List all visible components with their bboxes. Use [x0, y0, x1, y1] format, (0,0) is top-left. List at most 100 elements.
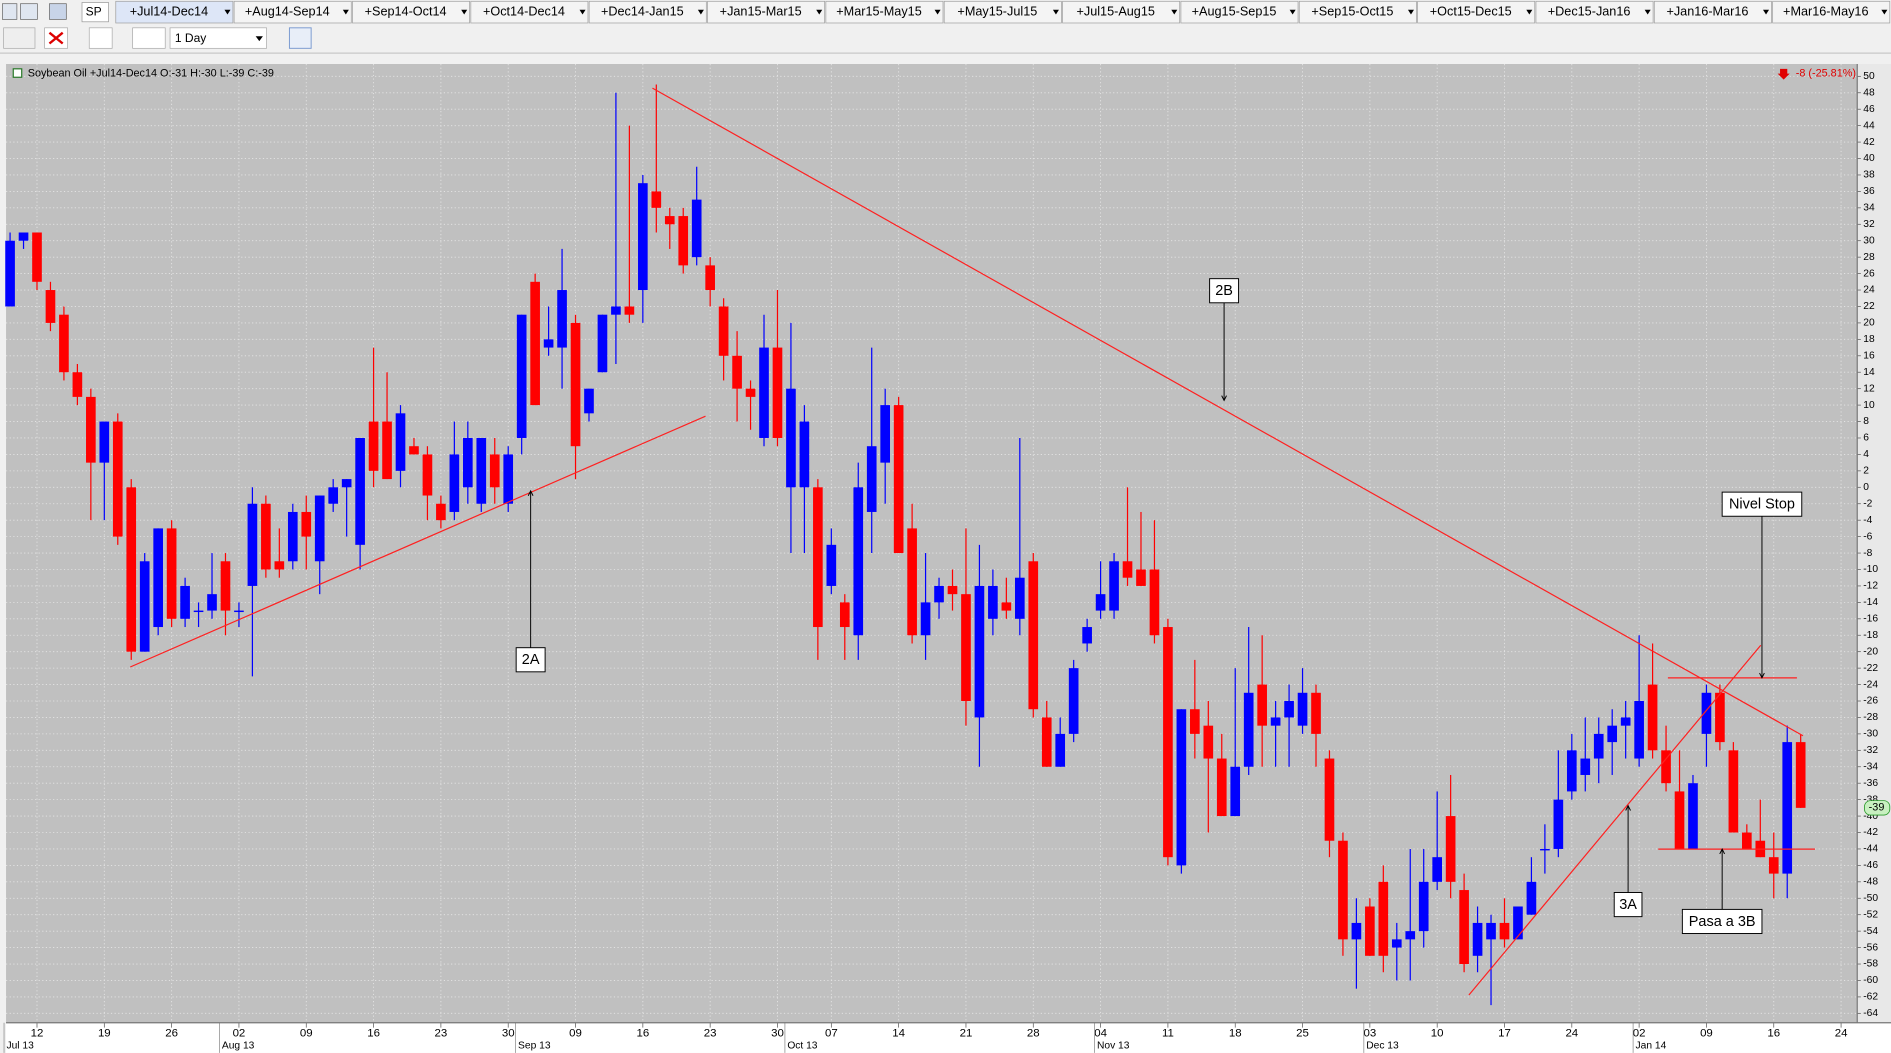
- y-tick-label: 0: [1863, 482, 1869, 493]
- delete-icon: [48, 31, 64, 45]
- contract-tab[interactable]: [1180, 0, 1299, 24]
- tab-dropdown-arrow: [1526, 9, 1533, 15]
- symbol-box[interactable]: [81, 2, 109, 23]
- candle-body: [893, 405, 904, 554]
- copy-button[interactable]: [88, 27, 113, 49]
- contract-tab[interactable]: [1062, 0, 1181, 24]
- y-tick-label: 18: [1863, 334, 1875, 345]
- candle-body: [1365, 906, 1375, 956]
- x-tick-label: 09: [1700, 1028, 1713, 1040]
- contract-tab[interactable]: [943, 0, 1062, 24]
- candle-body: [1405, 931, 1416, 940]
- x-tick-label: 23: [704, 1028, 717, 1040]
- contract-tab[interactable]: [588, 0, 707, 24]
- candle-body: [1230, 766, 1241, 817]
- contract-tab[interactable]: [1298, 0, 1417, 24]
- x-tick-label: 14: [892, 1028, 905, 1040]
- candle-body: [947, 585, 958, 595]
- candle-body: [1513, 906, 1523, 940]
- y-tick-label: 42: [1863, 137, 1875, 148]
- candle-body: [853, 487, 864, 636]
- y-tick-label: 8: [1863, 416, 1869, 427]
- y-tick-label: 2: [1863, 466, 1869, 477]
- candle-body: [1418, 881, 1429, 932]
- contract-tab[interactable]: [233, 0, 352, 24]
- symbol-button[interactable]: [49, 3, 67, 20]
- interval-dropdown[interactable]: [169, 27, 267, 49]
- cursor-button[interactable]: [3, 27, 36, 49]
- change-arrow: [1777, 68, 1790, 80]
- annotation-box: [515, 647, 546, 673]
- arrow-head: [1625, 804, 1631, 811]
- candle-body: [1768, 857, 1779, 874]
- x-tick-label: 07: [825, 1028, 838, 1040]
- last-price-tag: [1864, 800, 1891, 816]
- contract-tab[interactable]: [1772, 0, 1891, 24]
- candle-body: [1647, 684, 1658, 751]
- contract-tabs: +Jul14-Dec14 +Aug14-Sep14 +Sep14-Oct14 +Oct…: [115, 0, 1891, 24]
- candle-body: [961, 594, 971, 702]
- candle-body: [1176, 709, 1187, 866]
- candle-body: [1284, 701, 1294, 718]
- contract-tab[interactable]: [707, 0, 826, 24]
- candle-body: [1661, 750, 1671, 784]
- panel-button[interactable]: [288, 27, 312, 49]
- tab-label: +Jan16-Mar16: [1666, 4, 1748, 18]
- candle-body: [678, 216, 689, 266]
- x-tick-label: 18: [1229, 1028, 1242, 1040]
- tab-dropdown-arrow: [816, 9, 823, 15]
- candle-body: [261, 503, 271, 570]
- y-tick-label: 30: [1863, 235, 1875, 246]
- tab-label: +May15-Jul15: [957, 4, 1037, 18]
- grid: [6, 64, 1858, 1022]
- contract-tab[interactable]: [1535, 0, 1654, 24]
- tab-dropdown-arrow: [461, 9, 468, 15]
- y-tick-label: -48: [1863, 877, 1878, 888]
- contract-tab[interactable]: [1653, 0, 1772, 24]
- x-tick-label: 04: [1094, 1028, 1107, 1040]
- y-tick-label: -40: [1863, 811, 1878, 822]
- candle-body: [988, 585, 998, 619]
- y-tick-label: 38: [1863, 170, 1875, 181]
- contract-tab[interactable]: [352, 0, 470, 24]
- candle-body: [920, 602, 931, 636]
- icon-button[interactable]: [2, 3, 18, 20]
- last-price-label: -39: [1869, 802, 1885, 814]
- candle-body: [139, 561, 150, 652]
- print-button[interactable]: [20, 3, 38, 20]
- chart-type-button[interactable]: [132, 27, 166, 49]
- y-tick-label: -28: [1863, 712, 1878, 723]
- x-tick-label: 02: [1633, 1028, 1646, 1040]
- y-tick-label: 4: [1863, 449, 1869, 460]
- month-label: Jan 14: [1636, 1040, 1667, 1051]
- candle-body: [99, 421, 110, 463]
- y-tick-label: 20: [1863, 318, 1875, 329]
- tab-dropdown-arrow: [1171, 9, 1178, 15]
- candle-body: [1782, 742, 1793, 874]
- y-tick-label: -22: [1863, 663, 1878, 674]
- contract-tab[interactable]: [470, 0, 589, 24]
- candle-body: [597, 314, 608, 373]
- tab-label: +Oct14-Dec14: [483, 4, 565, 18]
- candle-body: [1257, 684, 1267, 726]
- y-tick-label: 24: [1863, 285, 1875, 296]
- tab-dropdown-arrow: [1644, 9, 1651, 15]
- candle-body: [1378, 881, 1389, 956]
- contract-tab[interactable]: [825, 0, 944, 24]
- y-tick-label: 48: [1863, 87, 1875, 98]
- contract-tab[interactable]: [1417, 0, 1536, 24]
- y-tick-label: -34: [1863, 761, 1878, 772]
- candle-body: [503, 454, 514, 504]
- candle-body: [1297, 692, 1308, 726]
- x-tick-label: 16: [636, 1028, 649, 1040]
- candle-body: [1472, 922, 1483, 956]
- candle-body: [1243, 692, 1254, 767]
- contract-tab[interactable]: [115, 0, 234, 24]
- candle-body: [1593, 733, 1604, 759]
- candle-body: [5, 240, 15, 307]
- candle-body: [1068, 668, 1079, 734]
- trend-line: [130, 415, 706, 668]
- tab-dropdown-arrow: [1289, 9, 1296, 15]
- candle-body: [112, 421, 123, 537]
- candle-body: [153, 528, 163, 628]
